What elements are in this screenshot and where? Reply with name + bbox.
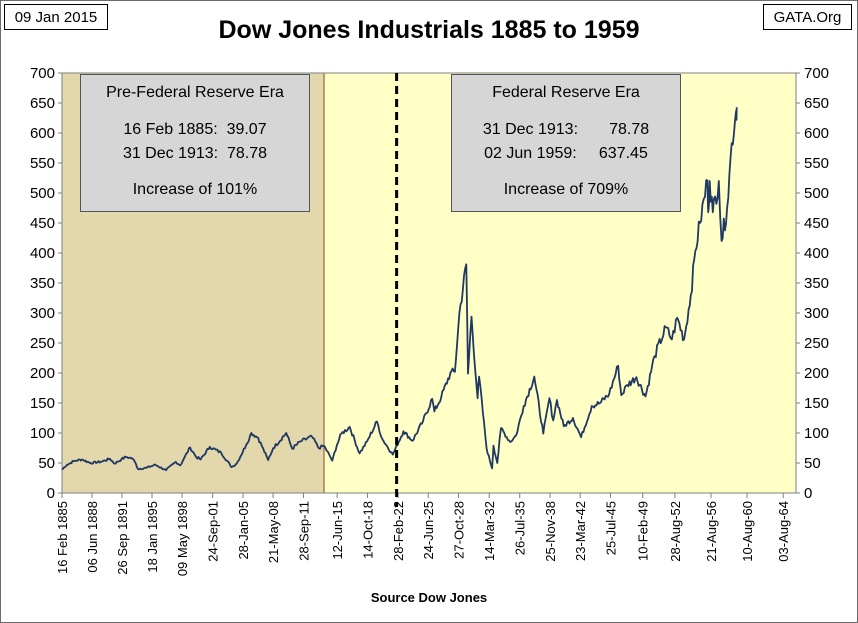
x-tick-label: 14-Oct-18: [360, 501, 375, 559]
x-tick-label: 10-Aug-60: [740, 501, 755, 562]
y-tick-label-right: 250: [804, 335, 829, 352]
y-tick-label-right: 0: [804, 485, 812, 502]
y-tick-label-right: 100: [804, 425, 829, 442]
x-tick-label: 16 Feb 1885: [55, 501, 70, 574]
fed-start-value: 31 Dec 1913: 78.78: [482, 121, 650, 138]
x-tick-label: 26 Sep 1891: [115, 501, 130, 575]
x-axis-title: Source Dow Jones: [370, 590, 488, 605]
pre-fed-title: Pre-Federal Reserve Era: [106, 84, 284, 101]
x-tick-label: 28-Aug-52: [668, 501, 683, 562]
x-tick-label: 27-Oct-28: [452, 501, 467, 559]
y-tick-label-left: 700: [30, 65, 55, 82]
x-tick-label: 28-Jan-05: [236, 501, 251, 560]
source-label: GATA.Org: [763, 4, 852, 30]
y-tick-label-left: 0: [47, 485, 55, 502]
x-tick-label: 06 Jun 1888: [85, 501, 100, 573]
pre-fed-annotation: Pre-Federal Reserve Era 16 Feb 1885: 39.…: [80, 74, 310, 212]
y-tick-label-right: 50: [804, 455, 821, 472]
x-tick-label: 25-Jul-45: [603, 501, 618, 555]
x-tick-label: 21-Aug-56: [704, 501, 719, 562]
y-tick-label-right: 450: [804, 215, 829, 232]
y-tick-label-left: 200: [30, 365, 55, 382]
x-tick-label: 14-Mar-32: [482, 501, 497, 561]
y-tick-label-right: 350: [804, 275, 829, 292]
y-tick-label-right: 500: [804, 185, 829, 202]
fed-annotation: Federal Reserve Era 31 Dec 1913: 78.78 0…: [451, 74, 681, 212]
y-tick-label-right: 400: [804, 245, 829, 262]
x-tick-label: 28-Feb-22: [391, 501, 406, 561]
x-tick-label: 24-Jun-25: [421, 501, 436, 560]
y-tick-label-left: 150: [30, 395, 55, 412]
y-tick-label-left: 300: [30, 305, 55, 322]
x-tick-label: 24-Sep-01: [206, 501, 221, 562]
y-tick-label-left: 50: [38, 455, 55, 472]
x-tick-label: 10-Feb-49: [636, 501, 651, 561]
y-tick-label-right: 200: [804, 365, 829, 382]
pre-fed-increase: Increase of 101%: [132, 181, 258, 198]
fed-end-value: 02 Jun 1959: 637.45: [484, 145, 648, 162]
x-tick-label: 18 Jan 1895: [145, 501, 160, 573]
fed-title: Federal Reserve Era: [492, 84, 640, 101]
x-tick-label: 25-Nov-38: [543, 501, 558, 562]
y-tick-label-right: 600: [804, 125, 829, 142]
pre-fed-end-value: 31 Dec 1913: 78.78: [122, 145, 268, 162]
y-tick-label-left: 650: [30, 95, 55, 112]
y-tick-label-left: 350: [30, 275, 55, 292]
y-tick-label-left: 550: [30, 155, 55, 172]
x-tick-label: 23-Mar-42: [573, 501, 588, 561]
x-tick-label: 03-Aug-64: [776, 501, 791, 562]
dow-jones-line: [61, 107, 738, 472]
y-tick-label-right: 650: [804, 95, 829, 112]
pre-fed-start-value: 16 Feb 1885: 39.07: [123, 121, 267, 138]
y-tick-label-left: 100: [30, 425, 55, 442]
y-tick-label-right: 150: [804, 395, 829, 412]
y-tick-label-right: 700: [804, 65, 829, 82]
y-tick-label-right: 550: [804, 155, 829, 172]
y-tick-label-right: 300: [804, 305, 829, 322]
y-tick-label-left: 250: [30, 335, 55, 352]
fed-increase: Increase of 709%: [503, 181, 629, 198]
y-tick-label-left: 450: [30, 215, 55, 232]
chart-title: Dow Jones Industrials 1885 to 1959: [218, 16, 640, 44]
date-label: 09 Jan 2015: [4, 4, 108, 30]
x-tick-label: 28-Sep-11: [297, 501, 312, 561]
y-tick-label-left: 600: [30, 125, 55, 142]
x-tick-label: 09 May 1898: [175, 501, 190, 576]
y-tick-label-left: 500: [30, 185, 55, 202]
y-tick-label-left: 400: [30, 245, 55, 262]
x-tick-label: 21-May-08: [266, 501, 281, 563]
x-tick-label: 12-Jun-15: [330, 501, 345, 560]
x-tick-label: 26-Jul-35: [513, 501, 528, 555]
